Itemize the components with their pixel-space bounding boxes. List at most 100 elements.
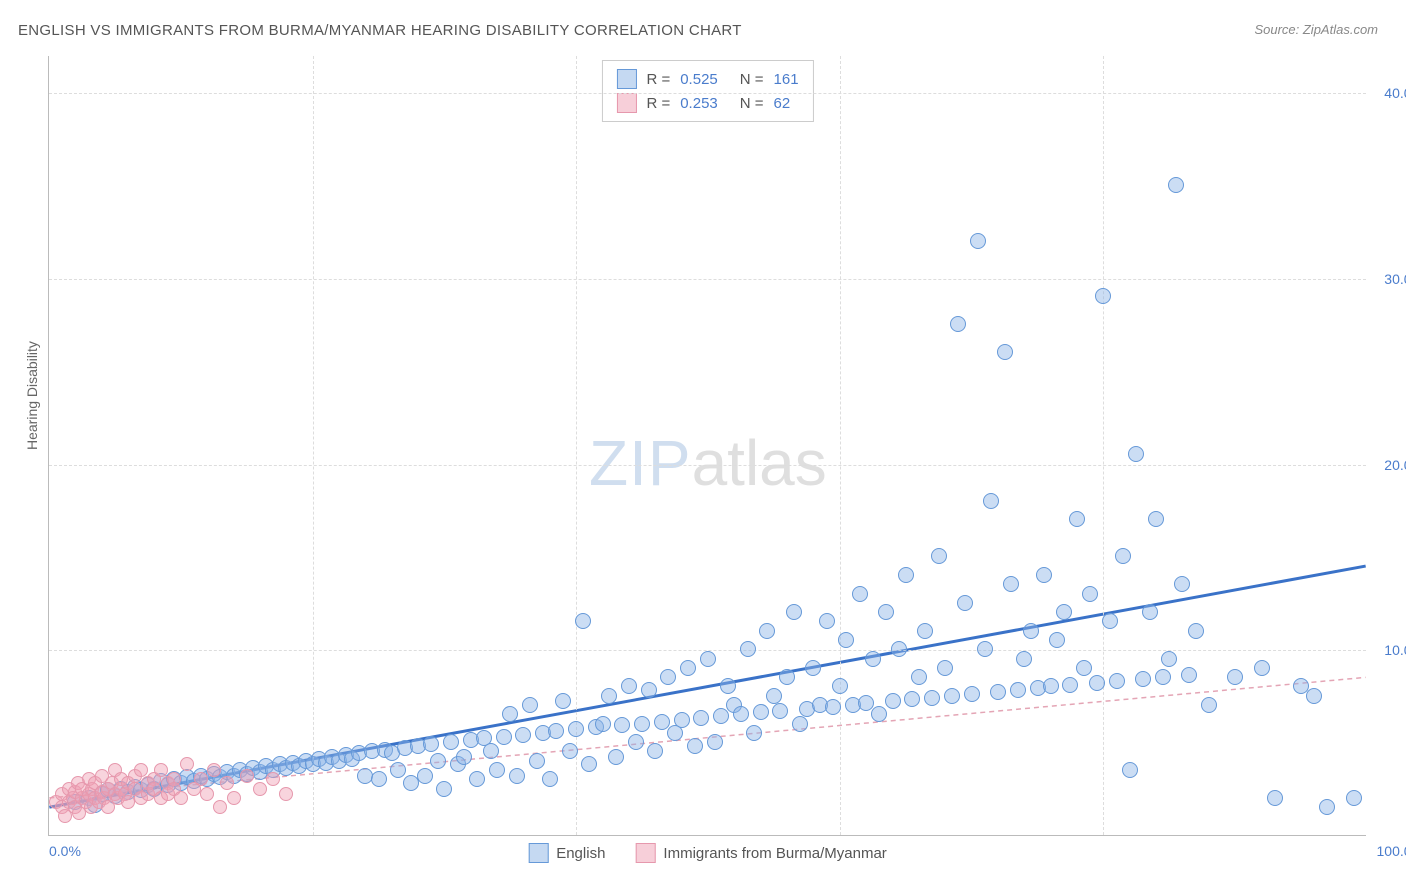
scatter-point [1023,623,1039,639]
scatter-point [489,762,505,778]
scatter-point [964,686,980,702]
scatter-point [1115,548,1131,564]
x-tick-label-min: 0.0% [49,843,81,859]
scatter-point [483,743,499,759]
scatter-point [253,782,267,796]
scatter-point [1036,567,1052,583]
legend-row-burma: R = 0.253 N = 62 [616,91,798,115]
gridline-v [1103,56,1104,835]
scatter-point [674,712,690,728]
gridline-v [576,56,577,835]
n-value-burma: 62 [774,95,791,112]
scatter-point [207,763,221,777]
gridline-v [840,56,841,835]
scatter-point [753,704,769,720]
scatter-point [1010,682,1026,698]
scatter-point [200,787,214,801]
scatter-point [937,660,953,676]
scatter-point [1016,651,1032,667]
watermark-atlas: atlas [692,427,827,499]
scatter-point [707,734,723,750]
scatter-point [700,651,716,667]
scatter-point [891,641,907,657]
scatter-point [1062,677,1078,693]
scatter-point [924,690,940,706]
scatter-point [1109,673,1125,689]
legend-row-english: R = 0.525 N = 161 [616,67,798,91]
r-label: R = [646,95,670,112]
scatter-point [417,768,433,784]
scatter-point [621,678,637,694]
scatter-point [562,743,578,759]
scatter-point [1043,678,1059,694]
scatter-point [213,800,227,814]
scatter-point [641,682,657,698]
correlation-legend: R = 0.525 N = 161 R = 0.253 N = 62 [601,60,813,122]
scatter-point [977,641,993,657]
gridline-h [49,93,1366,94]
scatter-point [1346,790,1362,806]
scatter-point [174,791,188,805]
scatter-point [1174,576,1190,592]
y-tick-label: 20.0% [1384,457,1406,473]
scatter-point [766,688,782,704]
scatter-point [1056,604,1072,620]
scatter-point [390,762,406,778]
scatter-point [865,651,881,667]
r-value-burma: 0.253 [680,95,718,112]
scatter-point [542,771,558,787]
scatter-point [1148,511,1164,527]
scatter-point [240,769,254,783]
gridline-h [49,465,1366,466]
scatter-point [1168,177,1184,193]
scatter-point [634,716,650,732]
scatter-point [931,548,947,564]
scatter-point [595,716,611,732]
scatter-point [878,604,894,620]
scatter-point [371,771,387,787]
scatter-point [759,623,775,639]
scatter-point [1135,671,1151,687]
scatter-point [713,708,729,724]
swatch-burma [616,93,636,113]
y-tick-label: 30.0% [1384,271,1406,287]
scatter-point [1227,669,1243,685]
scatter-point [1089,675,1105,691]
series-legend: English Immigrants from Burma/Myanmar [528,843,887,863]
scatter-point [1201,697,1217,713]
gridline-v [313,56,314,835]
scatter-point [746,725,762,741]
scatter-point [279,787,293,801]
scatter-point [509,768,525,784]
scatter-point [772,703,788,719]
scatter-point [911,669,927,685]
scatter-point [1069,511,1085,527]
scatter-point [1161,651,1177,667]
legend-label-burma: Immigrants from Burma/Myanmar [663,845,886,862]
scatter-point [997,344,1013,360]
scatter-point [950,316,966,332]
x-tick-label-max: 100.0% [1377,843,1406,859]
scatter-point [522,697,538,713]
scatter-point [469,771,485,787]
scatter-point [575,613,591,629]
chart-title: ENGLISH VS IMMIGRANTS FROM BURMA/MYANMAR… [18,22,742,39]
scatter-point [832,678,848,694]
scatter-point [680,660,696,676]
scatter-point [1181,667,1197,683]
scatter-point [456,749,472,765]
scatter-point [786,604,802,620]
scatter-point [660,669,676,685]
scatter-point [1122,762,1138,778]
scatter-point [1254,660,1270,676]
scatter-point [121,795,135,809]
legend-item-burma: Immigrants from Burma/Myanmar [635,843,886,863]
scatter-point [647,743,663,759]
source-attribution: Source: ZipAtlas.com [1254,22,1378,37]
scatter-point [614,717,630,733]
scatter-point [581,756,597,772]
y-axis-label: Hearing Disability [24,341,40,450]
scatter-point [266,772,280,786]
scatter-point [515,727,531,743]
y-tick-label: 40.0% [1384,85,1406,101]
